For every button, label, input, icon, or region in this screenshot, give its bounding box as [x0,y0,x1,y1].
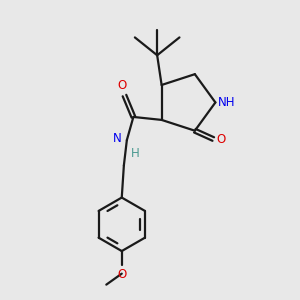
Text: O: O [216,133,226,146]
Text: H: H [130,147,139,160]
Text: O: O [117,268,126,281]
Text: NH: NH [218,96,235,109]
Text: N: N [113,132,122,146]
Text: O: O [118,79,127,92]
